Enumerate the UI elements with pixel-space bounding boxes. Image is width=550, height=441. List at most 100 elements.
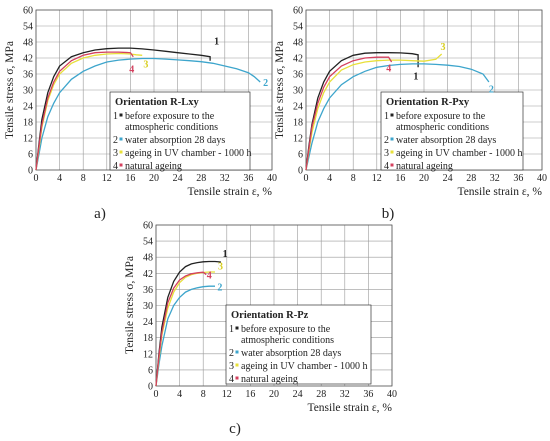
chart-panel-2: 0 4 8 12 16 20 24 28 32 36 4006121824303642485460T… xyxy=(274,6,547,223)
series-label-2: 2 xyxy=(217,283,222,294)
y-tick-label: 42 xyxy=(23,54,33,65)
legend-box xyxy=(109,91,251,171)
x-axis-label: Tensile strain ε, % xyxy=(187,186,272,198)
y-tick-label: 24 xyxy=(23,102,33,113)
x-tick-label: 0 xyxy=(304,173,309,184)
legend-number: 1 xyxy=(113,111,118,122)
y-tick-label: 18 xyxy=(293,118,303,129)
legend-entry-text: ageing in UV chamber - 1000 h xyxy=(125,148,251,159)
legend-entry-text: atmospheric conditions xyxy=(241,335,334,346)
legend-number: 4 xyxy=(384,161,389,172)
legend-entry-text: natural ageing xyxy=(396,161,453,172)
y-tick-label: 6 xyxy=(28,150,33,161)
y-tick-label: 48 xyxy=(23,38,33,49)
plot-frame xyxy=(155,224,393,387)
x-tick-label: 0 xyxy=(154,389,159,400)
x-tick-label: 4 xyxy=(57,173,62,184)
series-line-4 xyxy=(305,56,393,171)
x-tick-label: 20 xyxy=(269,389,279,400)
series-line-1 xyxy=(155,260,221,387)
x-tick-label: 4 xyxy=(327,173,332,184)
y-tick-label: 12 xyxy=(23,134,33,145)
y-tick-label: 6 xyxy=(148,365,153,376)
y-tick-label: 30 xyxy=(23,86,33,97)
legend: Orientation R-Pz1 before exposure to thea… xyxy=(225,304,372,385)
panel-label: a) xyxy=(94,206,106,222)
x-tick-label: 28 xyxy=(466,173,476,184)
series-label-4: 4 xyxy=(386,63,391,74)
legend-entry-text: ageing in UV chamber - 1000 h xyxy=(396,148,522,159)
x-tick-label: 16 xyxy=(245,389,255,400)
y-tick-label: 18 xyxy=(23,118,33,129)
chart-panel-3: 0 4 8 12 16 20 24 28 32 36 4006121824303642485460T… xyxy=(124,221,397,438)
x-tick-label: 28 xyxy=(316,389,326,400)
legend-entry-text: natural ageing xyxy=(125,161,182,172)
panel-label: b) xyxy=(382,206,395,222)
legend-color-swatch xyxy=(390,150,394,154)
legend: Orientation R-Lxy 1 before exposure to the… xyxy=(109,91,251,172)
y-axis-label: Tensile stress σ, MPa xyxy=(124,256,136,354)
legend-color-swatch xyxy=(119,163,123,167)
legend-entry-text: before exposure to the xyxy=(396,111,486,122)
x-tick-label: 40 xyxy=(267,173,277,184)
x-tick-label: 8 xyxy=(81,173,86,184)
legend-number: 3 xyxy=(384,148,389,159)
x-tick-label: 40 xyxy=(537,173,547,184)
legend-color-swatch xyxy=(235,376,239,380)
x-tick-label: 32 xyxy=(490,173,500,184)
y-tick-label: 12 xyxy=(143,349,153,360)
y-tick-label: 24 xyxy=(143,317,153,328)
x-axis-label: Tensile strain ε, % xyxy=(457,186,542,198)
series-label-3: 3 xyxy=(441,42,446,53)
x-tick-label: 24 xyxy=(293,389,303,400)
y-tick-label: 48 xyxy=(143,253,153,264)
legend-title: Orientation R-Pxy xyxy=(386,97,470,108)
y-tick-label: 30 xyxy=(143,301,153,312)
y-tick-label: 24 xyxy=(293,102,303,113)
legend-color-swatch xyxy=(119,150,123,154)
legend-entry-text: ageing in UV chamber - 1000 h xyxy=(241,361,367,372)
y-tick-label: 18 xyxy=(143,333,153,344)
x-tick-label: 0 xyxy=(34,173,39,184)
y-tick-label: 36 xyxy=(23,70,33,81)
legend-color-swatch xyxy=(235,326,239,330)
series-line-2 xyxy=(305,63,490,171)
series-label-1: 1 xyxy=(214,37,219,48)
x-tick-label: 32 xyxy=(340,389,350,400)
legend-color-swatch xyxy=(390,163,394,167)
y-tick-label: 60 xyxy=(23,6,33,17)
x-tick-label: 8 xyxy=(351,173,356,184)
legend-number: 1 xyxy=(384,111,389,122)
x-axis-label: Tensile strain ε, % xyxy=(307,402,392,414)
x-tick-label: 16 xyxy=(125,173,135,184)
x-tick-label: 12 xyxy=(372,173,382,184)
x-tick-label: 8 xyxy=(201,389,206,400)
series-line-4 xyxy=(155,271,207,387)
y-tick-label: 36 xyxy=(143,285,153,296)
legend-number: 2 xyxy=(229,348,234,359)
legend-entry-text: water absorption 28 days xyxy=(125,135,225,146)
legend-title: Orientation R-Pz xyxy=(231,310,309,321)
legend-number: 4 xyxy=(229,374,234,385)
y-tick-label: 42 xyxy=(293,54,303,65)
y-tick-label: 42 xyxy=(143,269,153,280)
x-tick-label: 20 xyxy=(149,173,159,184)
legend-title: Orientation R-Lxy xyxy=(115,97,199,108)
series-label-3: 3 xyxy=(143,59,148,70)
x-tick-label: 20 xyxy=(419,173,429,184)
legend-box xyxy=(225,304,372,385)
y-tick-label: 54 xyxy=(293,22,303,33)
x-tick-label: 16 xyxy=(395,173,405,184)
legend-number: 2 xyxy=(113,135,118,146)
panel-label: c) xyxy=(229,421,241,437)
y-tick-label: 36 xyxy=(293,70,303,81)
y-tick-label: 0 xyxy=(298,166,303,177)
legend-color-swatch xyxy=(235,350,239,354)
series-label-1: 1 xyxy=(223,249,228,260)
legend-entry-text: water absorption 28 days xyxy=(396,135,496,146)
y-axis-label: Tensile stress σ, MPa xyxy=(274,41,286,139)
series-label-3: 3 xyxy=(218,261,223,272)
legend-number: 4 xyxy=(113,161,118,172)
legend-number: 3 xyxy=(113,148,118,159)
